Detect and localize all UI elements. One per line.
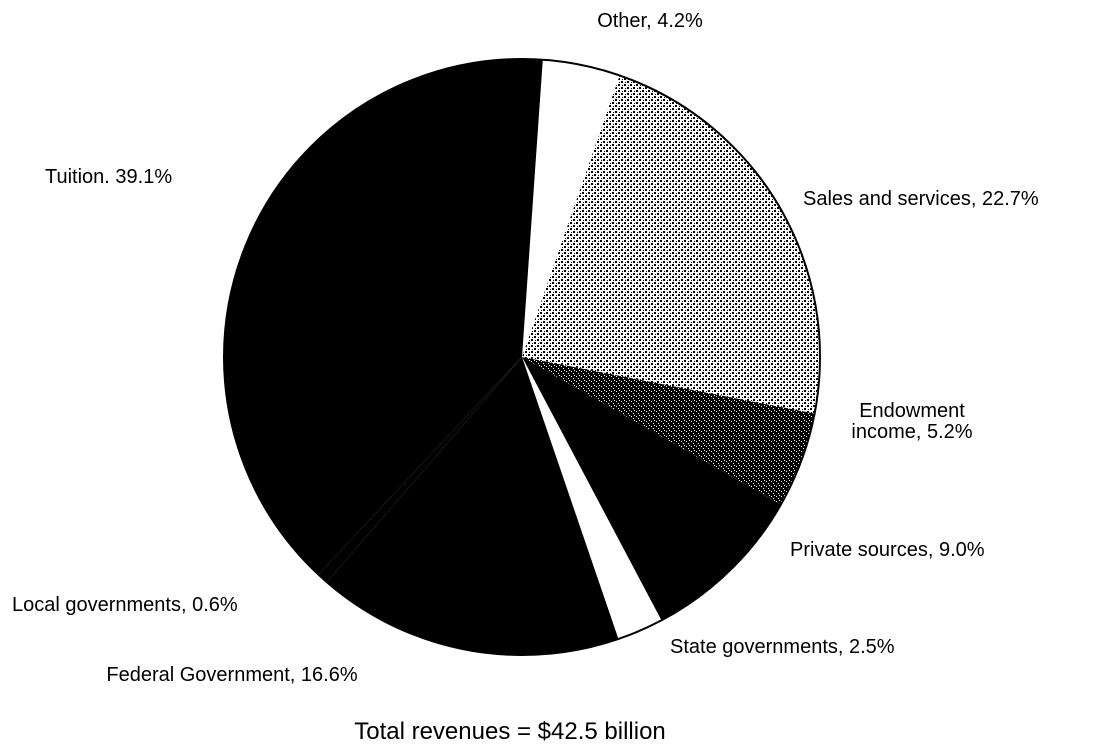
pie-outline [223, 58, 821, 656]
slice-label-5: State governments, 2.5% [670, 636, 895, 658]
slice-label-7: Local governments, 0.6% [12, 594, 238, 616]
pie-slice-3 [522, 357, 815, 505]
pie-slice-7 [318, 357, 522, 583]
slice-labels: Other, 4.2% Sales and services, 22.7% Endo… [12, 10, 1039, 686]
slice-label-3: Endowment income, 5.2% [851, 400, 972, 443]
pie-slice-6 [326, 357, 619, 655]
slice-label-6: Federal Government, 16.6% [106, 664, 357, 686]
pie-slice-5 [522, 357, 662, 639]
slice-label-1: Other, 4.2% [597, 10, 703, 32]
pie-slices [223, 58, 821, 656]
pie-slice-4 [522, 357, 781, 621]
slice-label-4: Private sources, 9.0% [790, 539, 985, 561]
pie-slice-8 [224, 59, 543, 575]
total-revenues-caption: Total revenues = $42.5 billion [354, 718, 666, 745]
slice-label-2: Sales and services, 22.7% [803, 188, 1039, 210]
pie-slice-1 [522, 59, 620, 357]
slice-label-8: Tuition. 39.1% [45, 166, 172, 188]
